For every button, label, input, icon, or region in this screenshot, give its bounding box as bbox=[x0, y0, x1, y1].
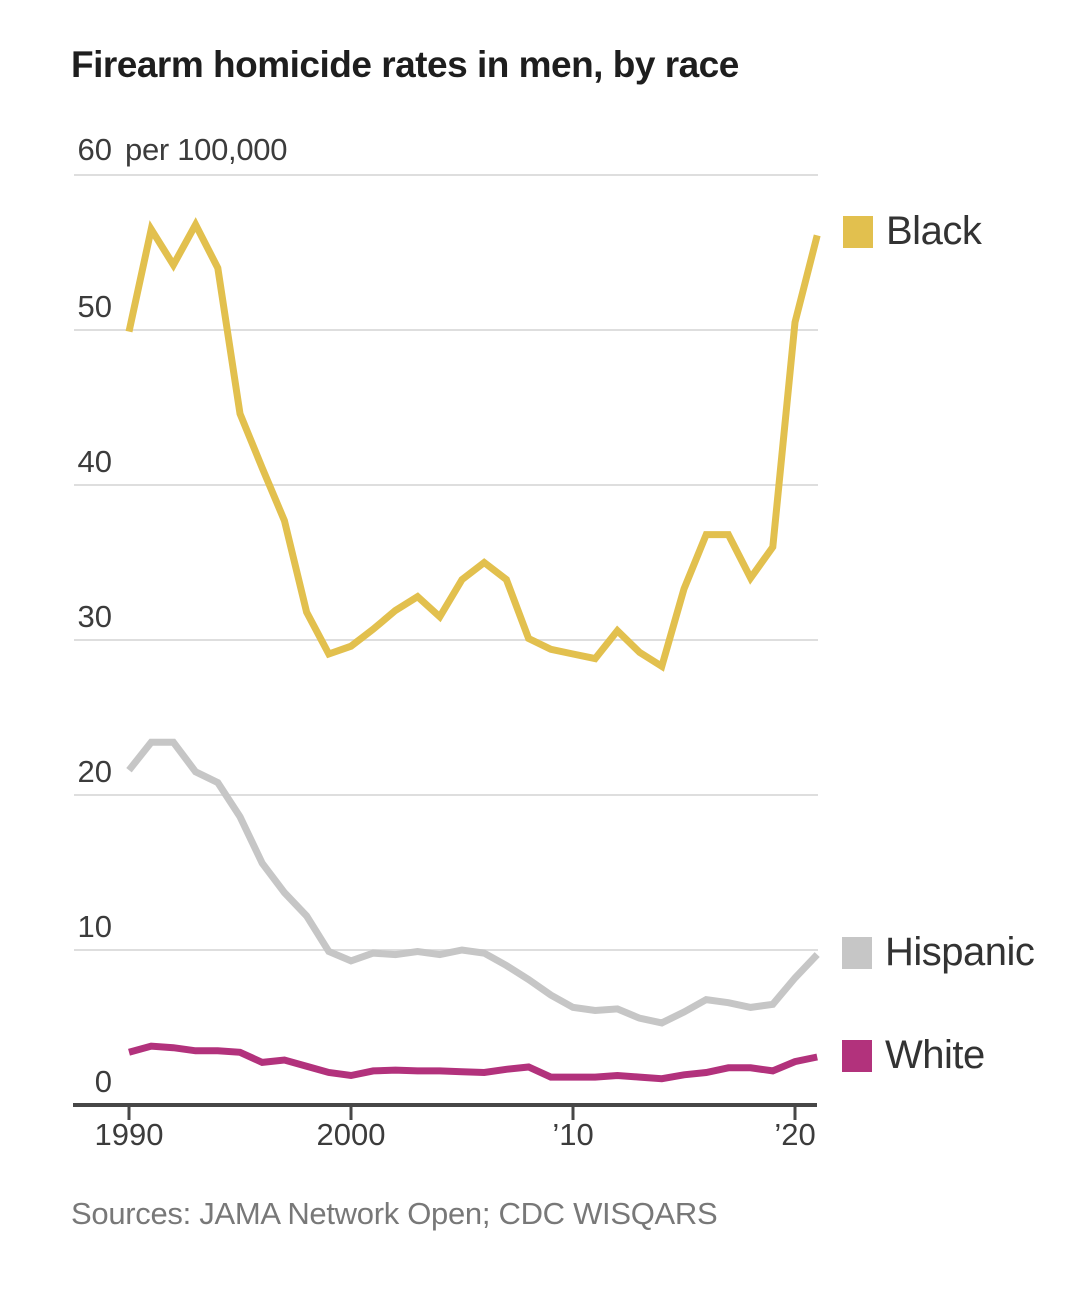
y-tick-50: 50 bbox=[77, 289, 112, 324]
y-tick-40: 40 bbox=[77, 444, 112, 479]
y-axis-unit-label: per 100,000 bbox=[125, 132, 288, 167]
series-line-hispanic bbox=[126, 738, 820, 1027]
x-label-2010: ’10 bbox=[552, 1117, 594, 1152]
x-label-2020: ’20 bbox=[774, 1117, 816, 1152]
legend-label-black: Black bbox=[886, 209, 982, 253]
legend-label-white: White bbox=[885, 1033, 985, 1077]
series-layer bbox=[125, 217, 821, 1083]
y-tick-20: 20 bbox=[77, 754, 112, 789]
hispanic-series-swatch-icon bbox=[842, 936, 872, 969]
legend-item-hispanic: Hispanic bbox=[842, 930, 1035, 975]
series-line-white bbox=[128, 1042, 818, 1083]
y-tick-60: 60 bbox=[77, 132, 112, 167]
series-line-black bbox=[125, 217, 821, 672]
source-note: Sources: JAMA Network Open; CDC WISQARS bbox=[71, 1196, 718, 1231]
x-label-1990: 1990 bbox=[94, 1117, 164, 1152]
black-series-swatch-icon bbox=[843, 215, 873, 248]
chart-title: Firearm homicide rates in men, by race bbox=[71, 44, 739, 85]
x-axis bbox=[73, 1103, 817, 1120]
gridlines bbox=[74, 174, 818, 951]
legend-item-black: Black bbox=[843, 209, 982, 254]
y-tick-30: 30 bbox=[77, 599, 112, 634]
white-series-swatch-icon bbox=[842, 1039, 872, 1072]
y-tick-0: 0 bbox=[94, 1064, 112, 1099]
y-axis-unit-row: 60 per 100,000 bbox=[0, 132, 288, 168]
x-label-2000: 2000 bbox=[316, 1117, 386, 1152]
legend-label-hispanic: Hispanic bbox=[885, 930, 1035, 974]
legend-item-white: White bbox=[842, 1033, 985, 1078]
y-tick-10: 10 bbox=[77, 909, 112, 944]
